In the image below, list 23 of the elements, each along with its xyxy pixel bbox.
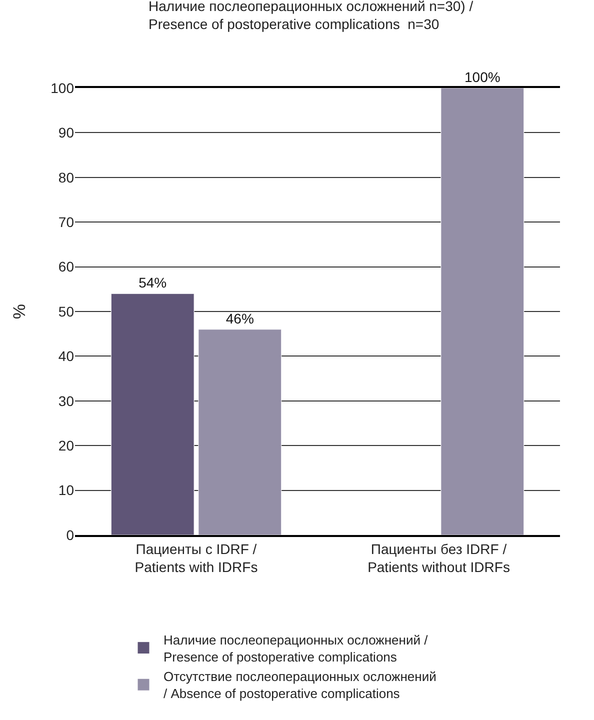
y-tick-label: 80 — [58, 169, 74, 186]
y-tick-label: 50 — [58, 303, 74, 320]
y-tick-label: 100 — [50, 80, 74, 96]
legend-label: Наличие послеоперационных осложнений / Presence of postoperative complications — [164, 632, 428, 664]
x-tick-label: Пациенты с IDRF / Patients with IDRFs — [134, 540, 258, 575]
x-tick-label: Пациенты без IDRF / Patients without IDRFs — [368, 540, 510, 575]
y-tick-label: 60 — [58, 258, 74, 275]
y-tick-label: 10 — [58, 482, 74, 498]
y-tick-label: 40 — [58, 348, 74, 364]
data-label: 54% — [138, 274, 167, 291]
y-tick-label: 20 — [58, 438, 74, 454]
legend-label: Отсутствие послеоперационных осложнений / Absence of postoperative complications — [164, 669, 436, 702]
data-label: 100% — [464, 69, 500, 85]
y-tick-label: 90 — [58, 124, 74, 141]
bar — [110, 293, 194, 535]
chart-title: Наличие послеоперационных осложнений n=30) / Presence of postoperative complications n=30 — [148, 0, 474, 32]
data-label: 46% — [226, 310, 254, 326]
bar — [440, 88, 524, 535]
y-tick-label: 0 — [66, 526, 74, 543]
y-tick-label: 30 — [58, 392, 74, 409]
y-axis-title: % — [10, 304, 30, 320]
y-tick-label: 70 — [58, 214, 74, 230]
bar — [198, 329, 282, 535]
